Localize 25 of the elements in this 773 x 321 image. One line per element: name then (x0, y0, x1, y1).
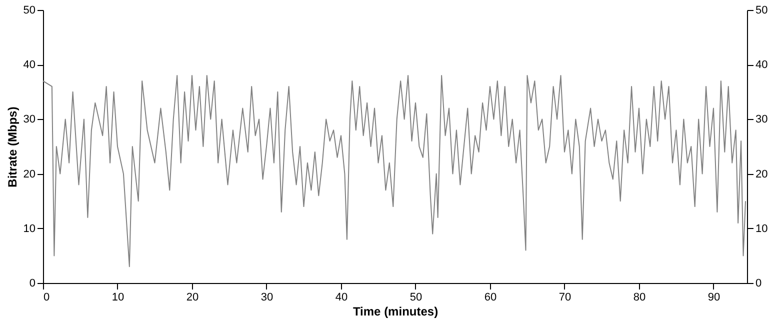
y-tick-label: 20 (23, 168, 36, 180)
x-tick-label: 60 (484, 292, 497, 304)
x-tick-label: 30 (260, 292, 274, 304)
y2-tick-label: 40 (756, 59, 768, 72)
x-tick-label: 20 (186, 292, 199, 304)
y2-tick-label: 30 (756, 114, 768, 126)
x-tick-label: 50 (410, 292, 422, 304)
line-series (42, 75, 746, 268)
y2-tick-label: 50 (756, 4, 768, 16)
y2-tick-label: 10 (756, 222, 768, 235)
y-tick-label: 50 (23, 4, 36, 16)
y-axis-title: Bitrate (Mbps) (5, 106, 20, 188)
x-tick-label: 80 (633, 292, 646, 304)
x-axis-title: Time (minutes) (352, 304, 438, 318)
x-tick-label: 10 (112, 292, 124, 304)
y-tick-label: 40 (23, 59, 36, 72)
y-tick-label: 0 (29, 278, 36, 290)
y2-tick-label: 0 (756, 278, 762, 290)
y2-tick-label: 20 (756, 168, 768, 180)
x-tick-label: 70 (558, 292, 572, 304)
y-tick-label: 10 (23, 222, 36, 235)
y-tick-label: 30 (23, 114, 36, 126)
x-tick-label: 0 (44, 292, 50, 304)
x-tick-label: 90 (708, 292, 720, 304)
x-tick-label: 40 (335, 292, 348, 304)
